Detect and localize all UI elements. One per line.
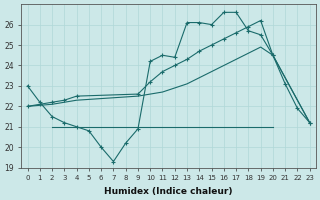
X-axis label: Humidex (Indice chaleur): Humidex (Indice chaleur) (104, 187, 233, 196)
